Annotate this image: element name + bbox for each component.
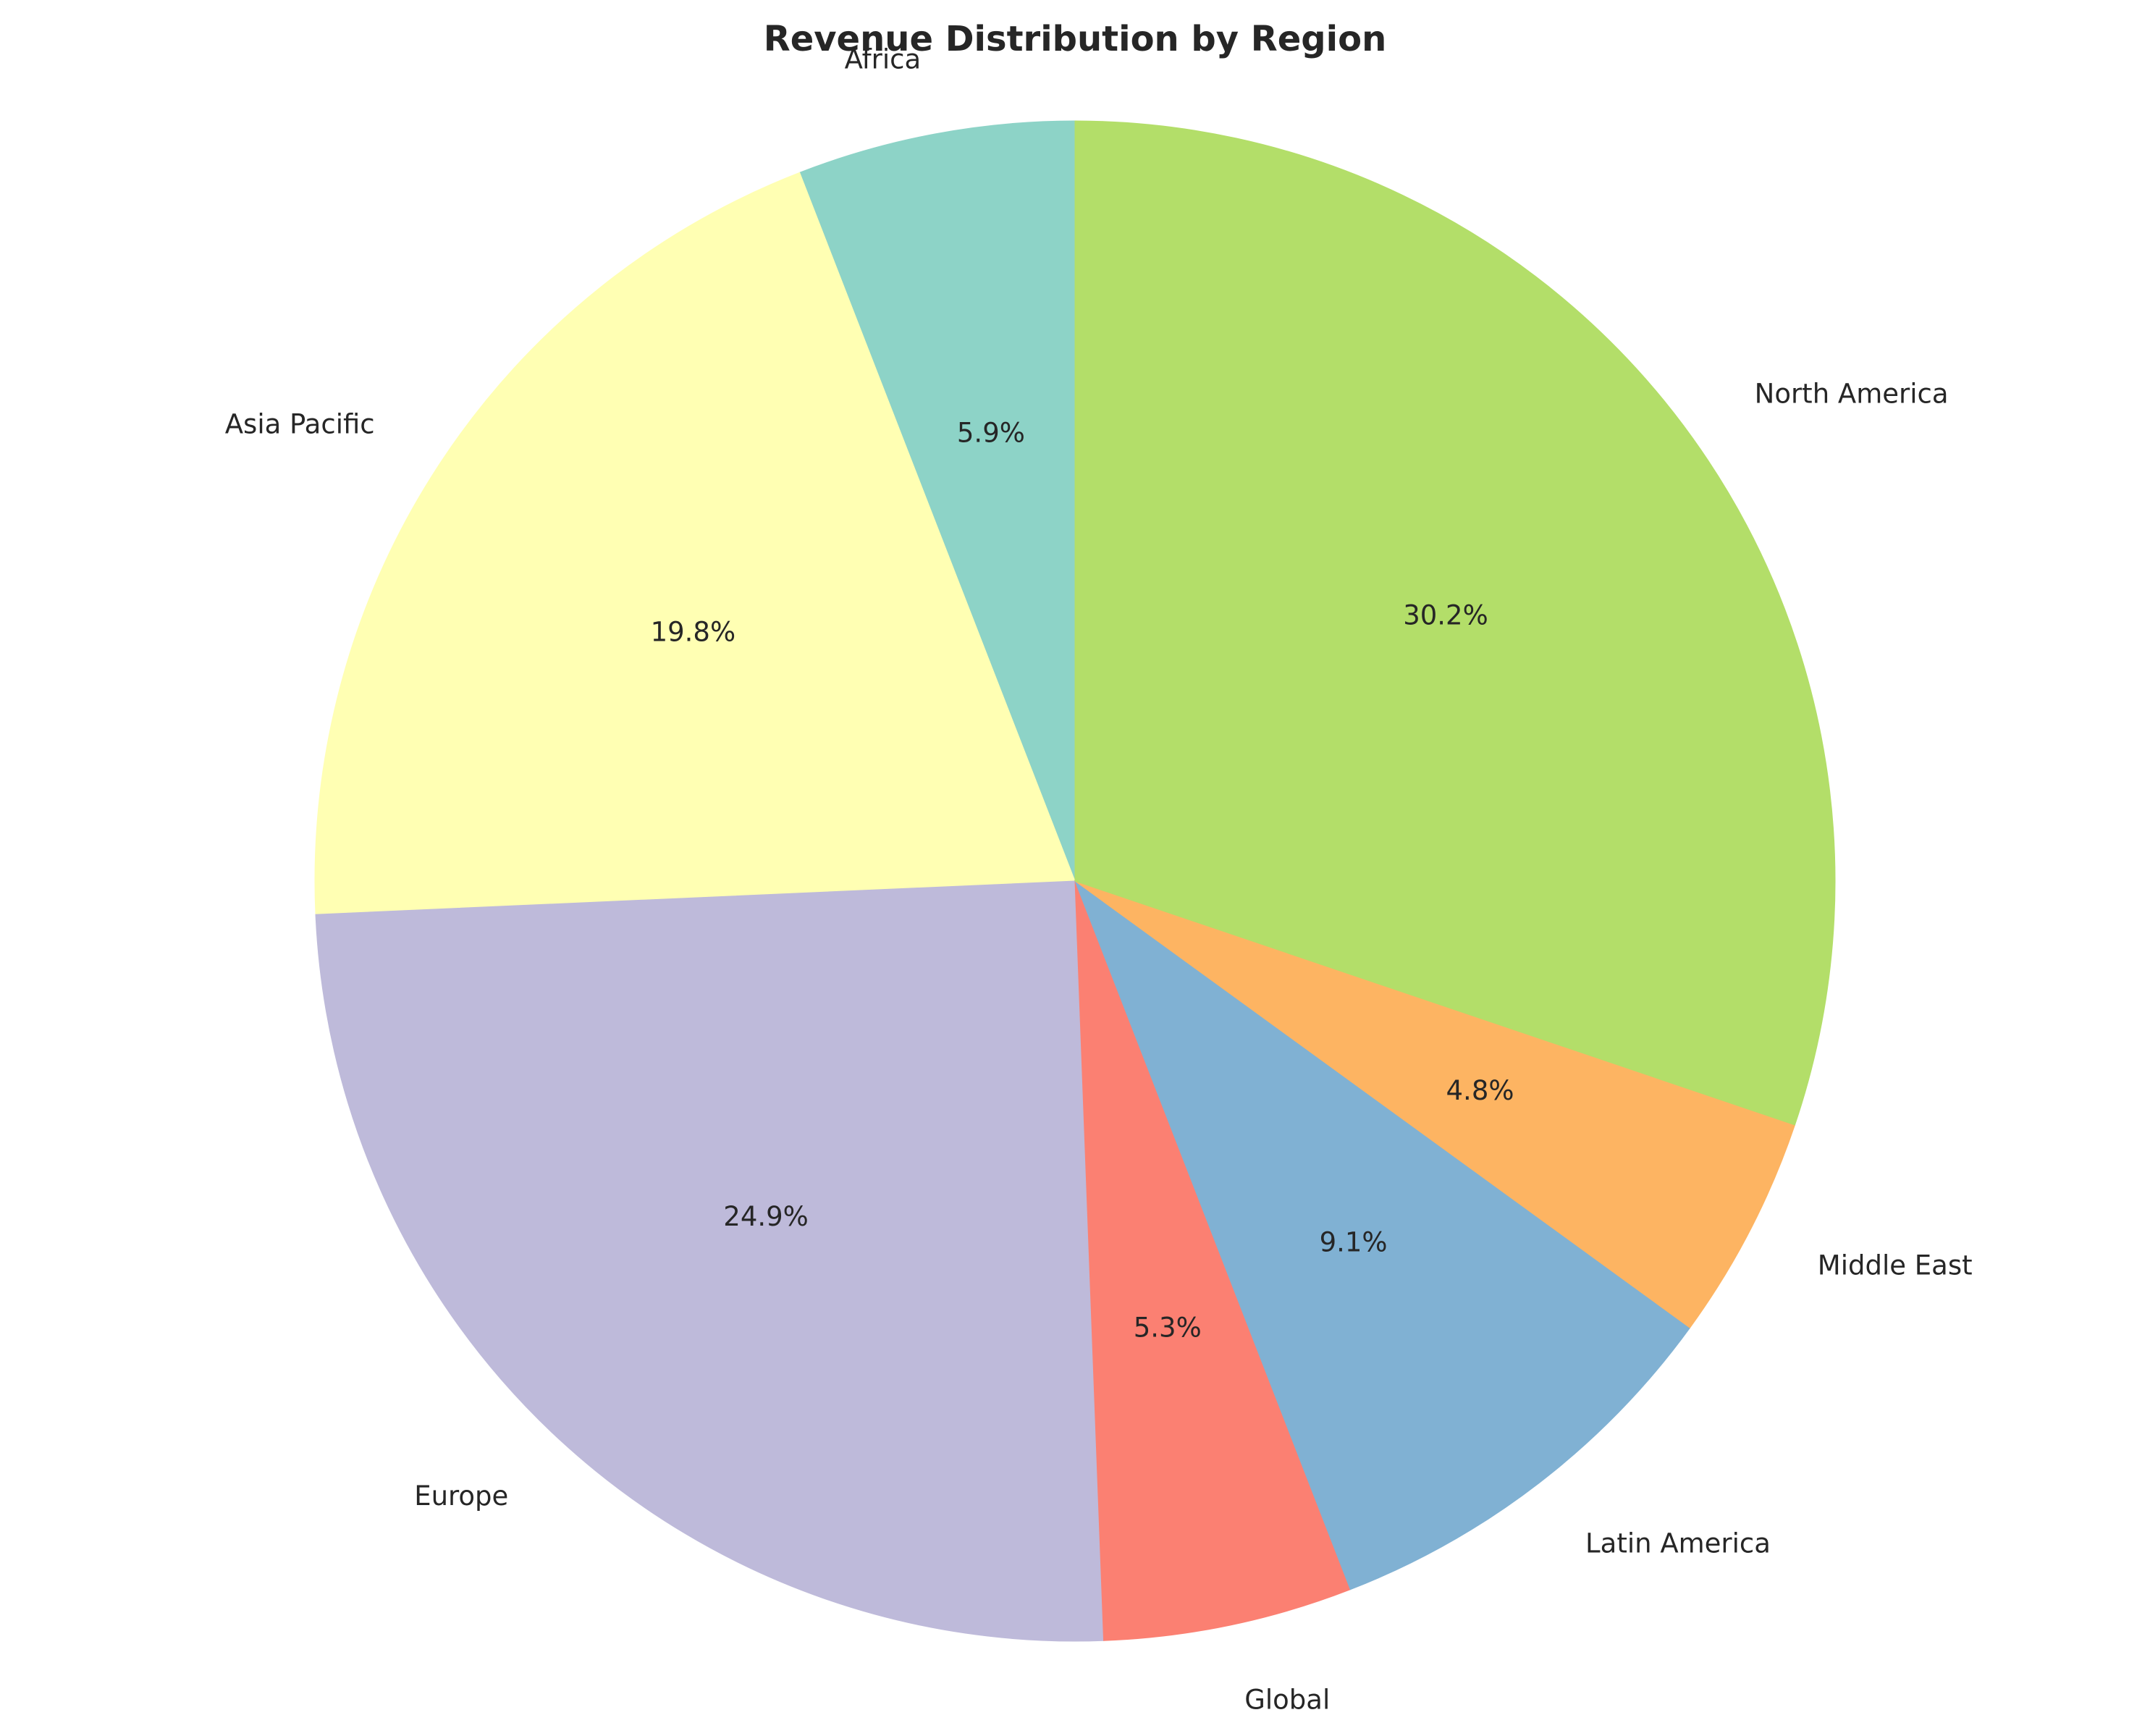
pie-slice-europe: [315, 880, 1105, 1642]
pie-slice-africa: [798, 120, 1076, 882]
slice-label-europe: Europe: [414, 1480, 508, 1512]
slice-pct-latin-america: 9.1%: [1320, 1227, 1388, 1258]
percentage-labels: 5.9% 19.8% 24.9% 5.3% 9.1% 4.8% 30.2%: [651, 417, 1514, 1343]
pie-slice-middle-east: [1074, 880, 1796, 1328]
slice-labels: Africa Asia Pacific Europe Global Latin Amer…: [225, 43, 1973, 1715]
slice-label-asia-pacific: Asia Pacific: [225, 408, 375, 439]
pie-slice-north-america: [1074, 120, 1836, 1126]
slice-pct-africa: 5.9%: [957, 417, 1025, 448]
slice-label-north-america: North America: [1755, 378, 1949, 409]
slice-label-africa: Africa: [845, 43, 922, 75]
slice-pct-asia-pacific: 19.8%: [651, 616, 736, 647]
slice-pct-north-america: 30.2%: [1403, 599, 1488, 631]
pie-slice-asia-pacific: [314, 172, 1076, 915]
chart-title: Revenue Distribution by Region: [764, 19, 1387, 59]
slice-pct-europe: 24.9%: [723, 1201, 809, 1232]
slice-label-latin-america: Latin America: [1585, 1528, 1771, 1559]
slice-label-middle-east: Middle East: [1818, 1250, 1973, 1281]
slice-pct-middle-east: 4.8%: [1446, 1075, 1514, 1106]
pie-slice-latin-america: [1074, 880, 1691, 1590]
pie-slice-global: [1074, 880, 1352, 1641]
slice-pct-global: 5.3%: [1134, 1312, 1202, 1343]
pie-slices: [314, 120, 1836, 1642]
slice-label-global: Global: [1244, 1685, 1330, 1716]
